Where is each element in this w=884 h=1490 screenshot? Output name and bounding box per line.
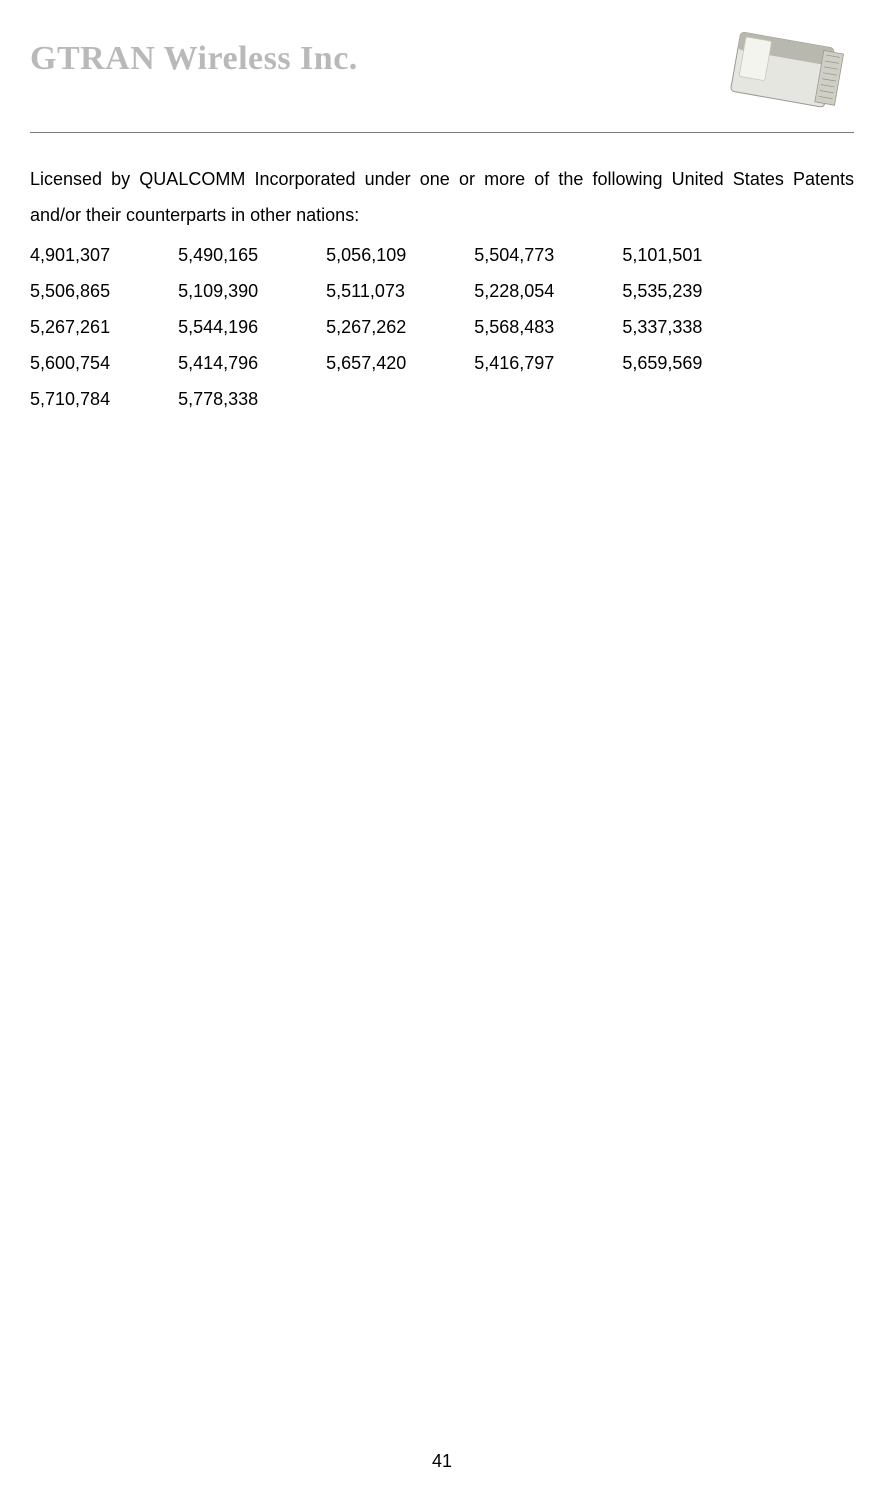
patent-cell: 5,109,390 [178,273,326,309]
patent-cell: 5,535,239 [622,273,702,309]
table-row: 5,506,865 5,109,390 5,511,073 5,228,054 … [30,273,702,309]
patent-cell: 4,901,307 [30,237,178,273]
intro-paragraph: Licensed by QUALCOMM Incorporated under … [30,161,854,233]
patent-cell: 5,710,784 [30,381,178,417]
patent-cell: 5,506,865 [30,273,178,309]
patent-cell: 5,657,420 [326,345,474,381]
patent-cell [474,381,622,417]
patent-cell [326,381,474,417]
patent-cell: 5,544,196 [178,309,326,345]
patents-table: 4,901,307 5,490,165 5,056,109 5,504,773 … [30,237,702,417]
patent-cell: 5,267,262 [326,309,474,345]
patent-cell: 5,267,261 [30,309,178,345]
patent-cell: 5,778,338 [178,381,326,417]
patent-cell: 5,056,109 [326,237,474,273]
header-row: GTRAN Wireless Inc. [30,30,854,120]
patent-cell: 5,490,165 [178,237,326,273]
company-title: GTRAN Wireless Inc. [30,40,358,78]
patent-cell: 5,504,773 [474,237,622,273]
patent-cell: 5,659,569 [622,345,702,381]
pc-card-icon [714,30,854,120]
document-page: GTRAN Wireless Inc. [0,0,884,417]
patent-cell: 5,416,797 [474,345,622,381]
patent-cell [622,381,702,417]
table-row: 4,901,307 5,490,165 5,056,109 5,504,773 … [30,237,702,273]
table-row: 5,267,261 5,544,196 5,267,262 5,568,483 … [30,309,702,345]
patent-cell: 5,511,073 [326,273,474,309]
patent-cell: 5,337,338 [622,309,702,345]
table-row: 5,600,754 5,414,796 5,657,420 5,416,797 … [30,345,702,381]
patents-tbody: 4,901,307 5,490,165 5,056,109 5,504,773 … [30,237,702,417]
table-row: 5,710,784 5,778,338 [30,381,702,417]
patent-cell: 5,228,054 [474,273,622,309]
pc-card-illustration [714,30,854,120]
patent-cell: 5,414,796 [178,345,326,381]
header-rule [30,132,854,133]
patent-cell: 5,600,754 [30,345,178,381]
patent-cell: 5,568,483 [474,309,622,345]
patent-cell: 5,101,501 [622,237,702,273]
page-number: 41 [0,1451,884,1472]
